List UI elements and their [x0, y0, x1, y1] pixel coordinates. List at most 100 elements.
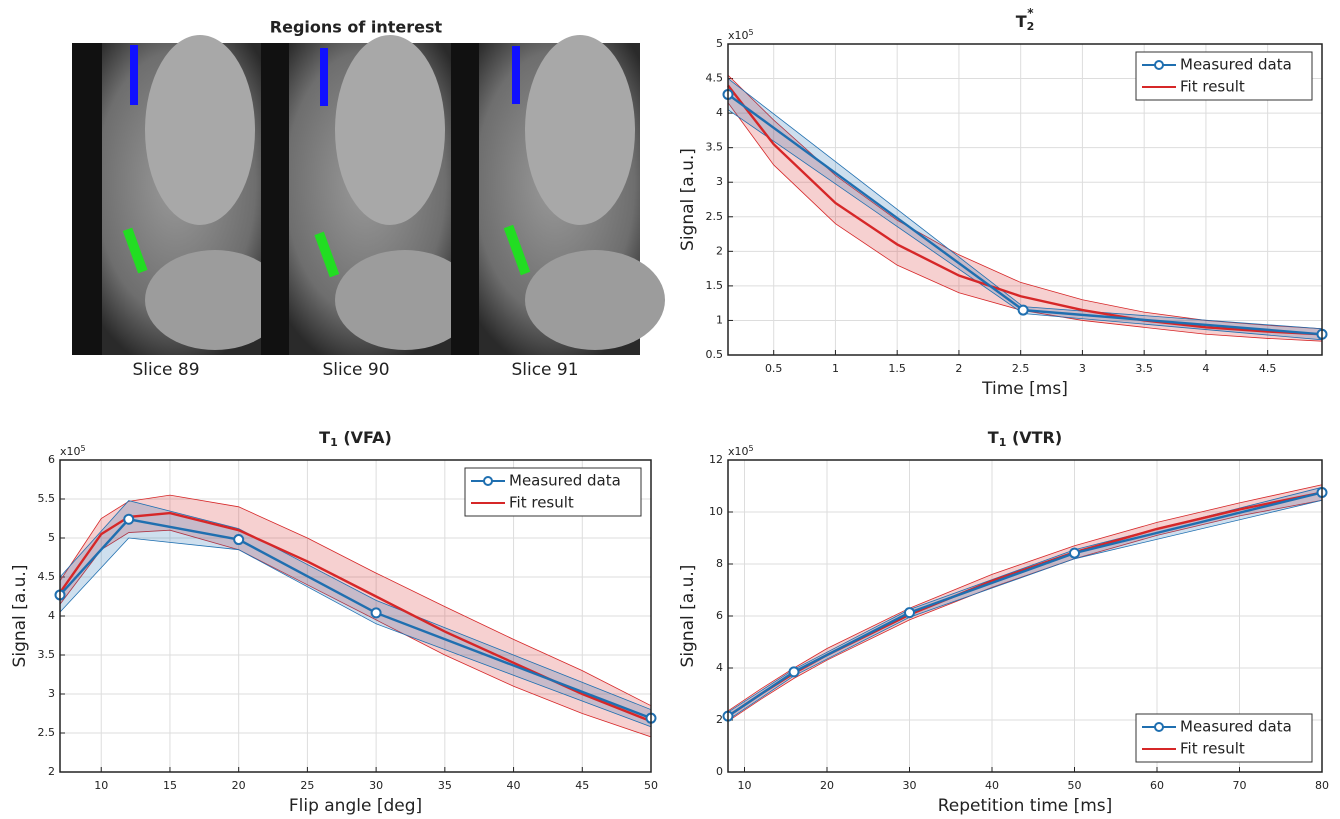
x-tick-label: 45: [575, 779, 589, 792]
x-tick-label: 10: [94, 779, 108, 792]
title-sub: 1: [330, 436, 338, 449]
chart-title: T1 (VTR): [988, 428, 1062, 450]
multiplier-base: x10: [728, 445, 749, 458]
legend-box: [1135, 713, 1313, 763]
y-tick-label: 1: [716, 313, 723, 326]
y-tick-label: 1.5: [706, 279, 724, 292]
x-tick-label: 50: [644, 779, 658, 792]
x-tick-label: 0.5: [765, 362, 783, 375]
x-tick-label: 2: [955, 362, 962, 375]
y-tick-label: 0: [716, 765, 723, 778]
legend-label: Measured data: [509, 472, 621, 490]
x-tick-label: 1: [832, 362, 839, 375]
legend-label: Fit result: [1180, 78, 1245, 96]
legend-label: Measured data: [1180, 56, 1292, 74]
y-tick-label: 10: [709, 505, 723, 518]
y-tick-label: 6: [716, 609, 723, 622]
x-tick-label: 4.5: [1259, 362, 1277, 375]
y-tick-label: 3: [716, 175, 723, 188]
y-tick-label: 2.5: [706, 210, 724, 223]
axes-box: [727, 459, 1323, 773]
y-tick-label: 4: [716, 106, 723, 119]
x-tick-label: 70: [1233, 779, 1247, 792]
y-tick-label: 12: [709, 453, 723, 466]
title-sub: 2: [1027, 20, 1035, 33]
axes-box: [59, 459, 652, 773]
x-tick-label: 40: [985, 779, 999, 792]
x-tick-label: 30: [903, 779, 917, 792]
chart: 0.5 1 1.5 2 2.5 3 3.5 4 4.5 5 0.5 1 1.5 2 2.5 3 3.5 4 4.5 x…: [678, 6, 1328, 399]
x-tick-label: 60: [1150, 779, 1164, 792]
x-tick-label: 30: [369, 779, 383, 792]
title-main: T: [1016, 12, 1027, 31]
multiplier-exp: 5: [81, 444, 86, 453]
legend: Measured data Fit result: [464, 467, 642, 517]
chart-title: T1 (VFA): [319, 428, 392, 450]
title-rest: (VTR): [1006, 428, 1062, 447]
x-tick-label: 20: [820, 779, 834, 792]
x-tick-label: 2.5: [1012, 362, 1030, 375]
title-rest: (VFA): [338, 428, 392, 447]
slice-label: Slice 89: [132, 360, 199, 380]
data-point: [123, 513, 135, 525]
image-title: Regions of interest: [270, 18, 443, 37]
slice-label: Slice 91: [511, 360, 578, 380]
y-tick-label: 4.5: [706, 72, 724, 85]
legend-marker: [1154, 60, 1164, 70]
x-tick-label: 4: [1202, 362, 1209, 375]
legend-label: Fit result: [1180, 740, 1245, 758]
y-tick-label: 4.5: [38, 570, 56, 583]
y-tick-label: 5.5: [38, 492, 56, 505]
legend: Measured data Fit result: [1135, 51, 1313, 101]
y-tick-label: 2: [48, 765, 55, 778]
x-tick-label: 50: [1068, 779, 1082, 792]
y-tick-label: 3.5: [38, 648, 56, 661]
multiplier-exp: 5: [749, 444, 754, 453]
y-tick-label: 2: [716, 713, 723, 726]
y-tick-label: 2.5: [38, 726, 56, 739]
x-axis-label: Time [ms]: [981, 379, 1068, 399]
y-multiplier: x105: [728, 28, 754, 43]
title-sup: *: [1027, 6, 1034, 20]
slice-90: [261, 35, 475, 355]
legend-label: Measured data: [1180, 718, 1292, 736]
y-tick-label: 4: [48, 609, 55, 622]
slice-label: Slice 90: [322, 360, 389, 380]
y-axis-label: Signal [a.u.]: [678, 565, 698, 668]
data-point: [1069, 547, 1080, 559]
title-main: T: [319, 428, 330, 447]
x-tick-label: 3: [1079, 362, 1086, 375]
x-tick-label: 80: [1315, 779, 1329, 792]
legend-box: [1135, 51, 1313, 101]
x-tick-label: 10: [738, 779, 752, 792]
data-point: [233, 534, 245, 546]
y-axis-label: Signal [a.u.]: [10, 565, 30, 668]
legend: Measured data Fit result: [1135, 713, 1313, 763]
data-point: [904, 607, 915, 619]
legend-marker: [483, 476, 493, 486]
y-tick-label: 5: [48, 531, 55, 544]
data-point: [370, 607, 382, 619]
slice-91: [451, 35, 665, 355]
y-multiplier: x105: [728, 444, 754, 459]
axes-box: [727, 43, 1323, 356]
image-panel: Regions of interest Slice 89 Slice 9: [72, 18, 665, 380]
x-axis-label: Flip angle [deg]: [289, 796, 422, 816]
multiplier-base: x10: [728, 29, 749, 42]
x-tick-label: 15: [163, 779, 177, 792]
title-main: T: [988, 428, 999, 447]
x-tick-label: 25: [300, 779, 314, 792]
multiplier-exp: 5: [749, 28, 754, 37]
y-tick-label: 4: [716, 661, 723, 674]
x-tick-label: 40: [507, 779, 521, 792]
legend-label: Fit result: [509, 494, 574, 512]
data-point: [788, 666, 800, 678]
x-axis-label: Repetition time [ms]: [938, 796, 1113, 816]
x-tick-label: 35: [438, 779, 452, 792]
x-tick-label: 3.5: [1135, 362, 1153, 375]
y-multiplier: x105: [60, 444, 86, 459]
y-tick-label: 2: [716, 244, 723, 257]
chart: 0 2 4 6 8 10 12 10 20 30 40 50 60 70 80 x105 T1 (VTR) Rep…: [678, 428, 1329, 817]
y-tick-label: 3: [48, 687, 55, 700]
